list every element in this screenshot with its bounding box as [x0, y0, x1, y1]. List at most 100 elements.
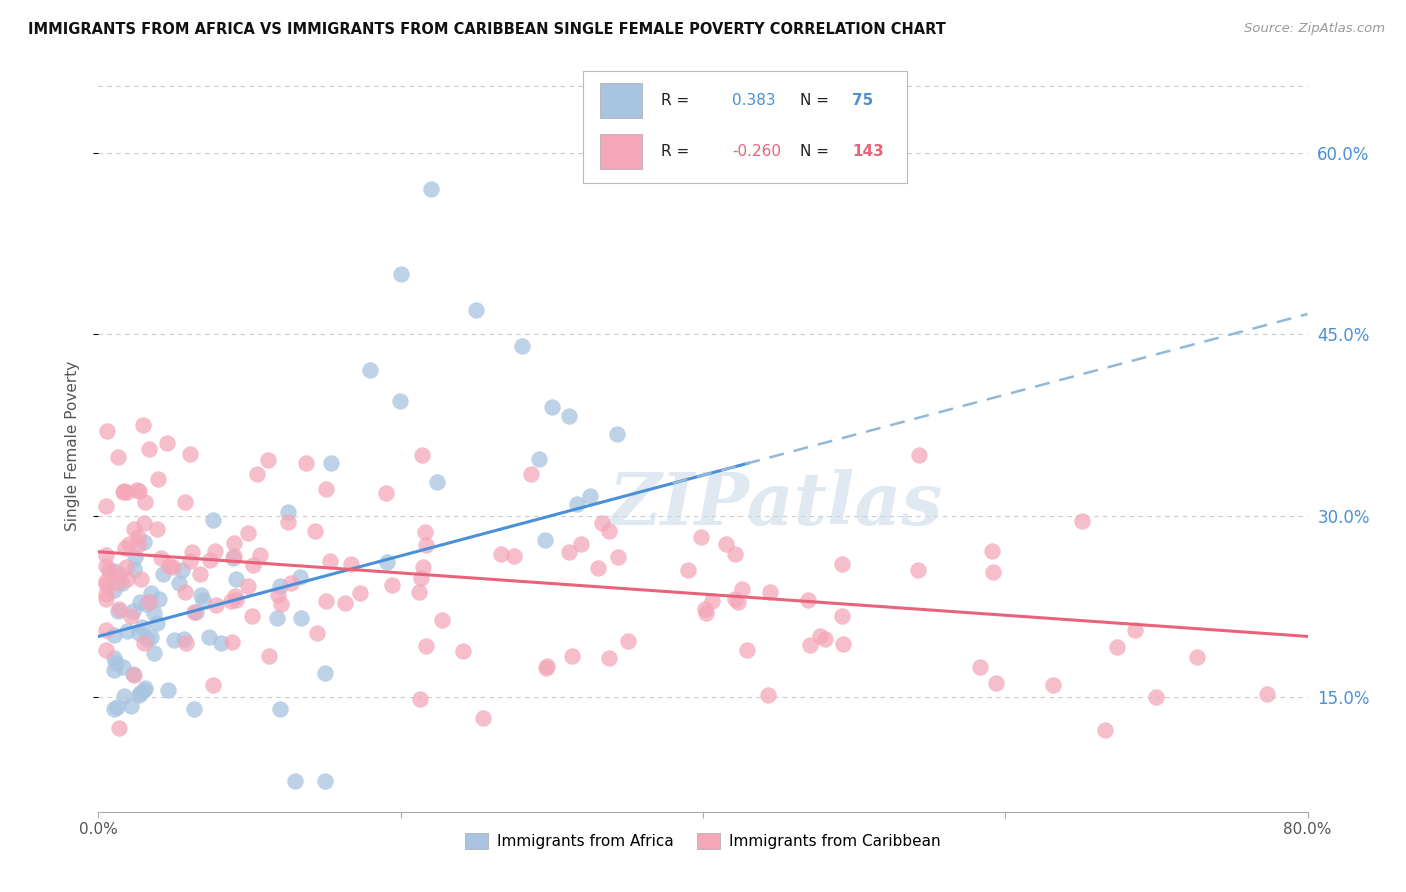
Point: [388, 394, 411, 409]
Point: [980, 543, 1002, 558]
Point: [616, 634, 638, 648]
Point: [183, 702, 205, 716]
Point: [411, 571, 433, 585]
Point: [831, 557, 853, 571]
Point: [586, 561, 609, 575]
Point: [138, 594, 160, 608]
Point: [465, 303, 488, 318]
Point: [224, 536, 246, 550]
Point: [598, 650, 620, 665]
Point: [249, 548, 271, 562]
Point: [314, 774, 336, 789]
Point: [156, 682, 179, 697]
Point: [1144, 690, 1167, 705]
Point: [173, 495, 195, 509]
Point: [103, 582, 125, 597]
Point: [190, 588, 212, 602]
Point: [321, 456, 343, 470]
Point: [375, 555, 398, 569]
Point: [112, 484, 135, 499]
Point: [128, 595, 150, 609]
Point: [122, 604, 145, 618]
Point: [122, 522, 145, 536]
Text: Source: ZipAtlas.com: Source: ZipAtlas.com: [1244, 22, 1385, 36]
Point: [969, 659, 991, 673]
Point: [527, 451, 550, 466]
Point: [569, 536, 592, 550]
Point: [134, 516, 156, 531]
Point: [259, 648, 281, 663]
Point: [103, 651, 125, 665]
Point: [219, 594, 242, 608]
Point: [183, 605, 205, 619]
Point: [702, 593, 724, 607]
Point: [131, 417, 153, 432]
Point: [107, 604, 129, 618]
Point: [797, 593, 820, 607]
Point: [246, 467, 269, 481]
Point: [607, 550, 630, 565]
Point: [122, 668, 145, 682]
Point: [339, 558, 361, 572]
Point: [134, 495, 156, 509]
Point: [908, 448, 931, 462]
FancyBboxPatch shape: [599, 83, 641, 119]
Text: ZIPatlas: ZIPatlas: [609, 469, 942, 540]
Point: [1070, 515, 1092, 529]
Point: [127, 537, 149, 551]
Point: [117, 572, 139, 586]
Point: [114, 541, 136, 555]
Point: [134, 681, 156, 695]
Point: [173, 632, 195, 646]
Point: [269, 702, 291, 716]
Point: [128, 626, 150, 640]
Point: [381, 578, 404, 592]
Point: [735, 643, 758, 657]
Point: [360, 363, 382, 377]
Point: [128, 484, 150, 499]
Point: [103, 664, 125, 678]
Point: [426, 475, 449, 490]
Point: [606, 426, 628, 441]
Point: [138, 442, 160, 456]
Point: [270, 597, 292, 611]
Point: [193, 593, 215, 607]
Point: [163, 633, 186, 648]
Point: [832, 636, 855, 650]
Point: [224, 589, 246, 603]
Point: [136, 632, 159, 646]
Point: [695, 606, 717, 620]
Text: 143: 143: [852, 145, 883, 159]
Y-axis label: Single Female Poverty: Single Female Poverty: [65, 361, 80, 531]
Point: [97, 563, 120, 577]
Point: [814, 632, 837, 646]
Point: [211, 636, 233, 650]
Point: [557, 545, 579, 559]
Point: [315, 483, 337, 497]
Point: [412, 560, 434, 574]
Point: [148, 472, 170, 486]
Point: [290, 611, 312, 625]
Point: [174, 585, 197, 599]
Point: [238, 579, 260, 593]
Text: -0.260: -0.260: [733, 145, 782, 159]
Point: [242, 558, 264, 572]
Point: [127, 530, 149, 544]
Point: [128, 688, 150, 702]
Point: [389, 267, 412, 281]
Point: [374, 486, 396, 500]
Point: [280, 575, 302, 590]
Point: [533, 533, 555, 548]
Text: R =: R =: [661, 93, 689, 108]
Point: [152, 566, 174, 581]
Point: [984, 675, 1007, 690]
Point: [284, 774, 307, 789]
Point: [222, 549, 245, 564]
Point: [561, 649, 583, 664]
Point: [411, 448, 433, 462]
Legend: Immigrants from Africa, Immigrants from Caribbean: Immigrants from Africa, Immigrants from …: [460, 827, 946, 855]
Point: [112, 690, 135, 704]
Point: [558, 409, 581, 423]
Point: [256, 453, 278, 467]
Point: [129, 572, 152, 586]
